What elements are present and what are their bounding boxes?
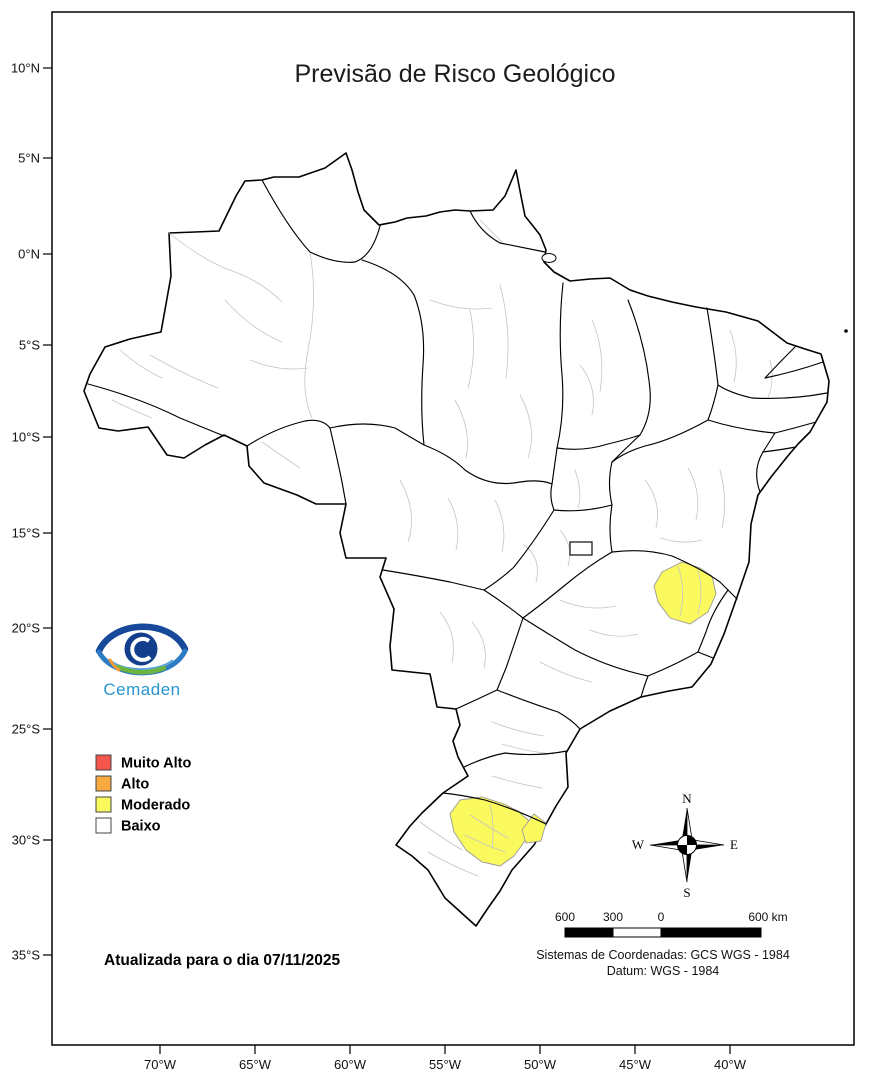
legend-swatch-muito-alto	[95, 754, 112, 771]
lon-label: 45°W	[619, 1057, 652, 1072]
compass-e-label: E	[730, 837, 738, 852]
longitude-axis: 70°W 65°W 60°W 55°W 50°W 45°W 40°W	[144, 1057, 747, 1072]
legend-swatch-moderado	[95, 796, 112, 813]
logo-c-swirl	[130, 636, 152, 662]
compass-rose: N S W E	[632, 791, 738, 900]
lat-label: 20°S	[12, 621, 41, 636]
legend-label-baixo: Baixo	[121, 819, 161, 835]
distrito-federal-boundary	[569, 541, 593, 556]
moderate-risk-regions	[449, 561, 717, 867]
lat-label: 10°S	[12, 430, 41, 445]
datum-note: Datum: WGS - 1984	[607, 964, 720, 978]
offshore-archipelago-dot	[844, 329, 848, 333]
logo-inner-arc	[110, 659, 174, 671]
legend-label-alto: Alto	[121, 777, 149, 793]
scale-label-600-km: 600 km	[748, 910, 787, 924]
lat-label: 5°S	[19, 338, 40, 353]
moderate-risk-area-rio-grande-do-sul	[449, 796, 531, 867]
municipal-boundaries	[111, 219, 773, 877]
lat-label: 30°S	[12, 833, 41, 848]
scale-label-600-left: 600	[555, 910, 575, 924]
state-boundaries	[87, 179, 828, 825]
page-title: Previsão de Risco Geológico	[295, 60, 616, 88]
lon-label: 40°W	[714, 1057, 747, 1072]
scale-bar: 600 300 0 600 km	[555, 910, 788, 938]
scale-label-0: 0	[658, 910, 665, 924]
compass-s-label: S	[683, 885, 690, 900]
cemaden-logo: Cemaden	[95, 623, 189, 699]
risk-region-inner-boundaries	[464, 565, 702, 853]
lon-label: 60°W	[334, 1057, 367, 1072]
compass-w-label: W	[632, 837, 645, 852]
scale-bar-segments	[564, 927, 762, 938]
updated-date-note: Atualizada para o dia 07/11/2025	[104, 952, 340, 969]
coordinate-system-note: Sistemas de Coordenadas: GCS WGS - 1984	[536, 948, 790, 962]
legend-label-moderado: Moderado	[121, 798, 190, 814]
brazil-map	[83, 152, 848, 927]
lat-label: 10°N	[11, 61, 40, 76]
logo-green-swoosh	[115, 664, 167, 675]
lat-label: 25°S	[12, 722, 41, 737]
compass-star	[649, 807, 725, 883]
lat-label: 0°N	[18, 247, 40, 262]
logo-orange-swoosh	[108, 658, 121, 672]
latitude-axis: 10°N 5°N 0°N 5°S 10°S 15°S 20°S 25°S 30°…	[11, 61, 40, 963]
marajo-island	[541, 253, 557, 263]
lat-label: 35°S	[12, 948, 41, 963]
compass-n-label: N	[682, 791, 692, 806]
longitude-ticks	[159, 1045, 731, 1054]
lon-label: 50°W	[524, 1057, 557, 1072]
scale-label-300: 300	[603, 910, 623, 924]
lon-label: 55°W	[429, 1057, 462, 1072]
lon-label: 65°W	[239, 1057, 272, 1072]
latitude-ticks	[43, 67, 52, 956]
risk-legend: Muito Alto Alto Moderado Baixo	[95, 754, 191, 835]
logo-wordmark: Cemaden	[103, 680, 180, 699]
legend-swatch-alto	[95, 775, 112, 792]
legend-label-muito-alto: Muito Alto	[121, 756, 191, 772]
lon-label: 70°W	[144, 1057, 177, 1072]
lat-label: 15°S	[12, 526, 41, 541]
legend-swatch-baixo	[95, 817, 112, 834]
lat-label: 5°N	[18, 151, 40, 166]
logo-eye-top-arc	[95, 623, 189, 655]
